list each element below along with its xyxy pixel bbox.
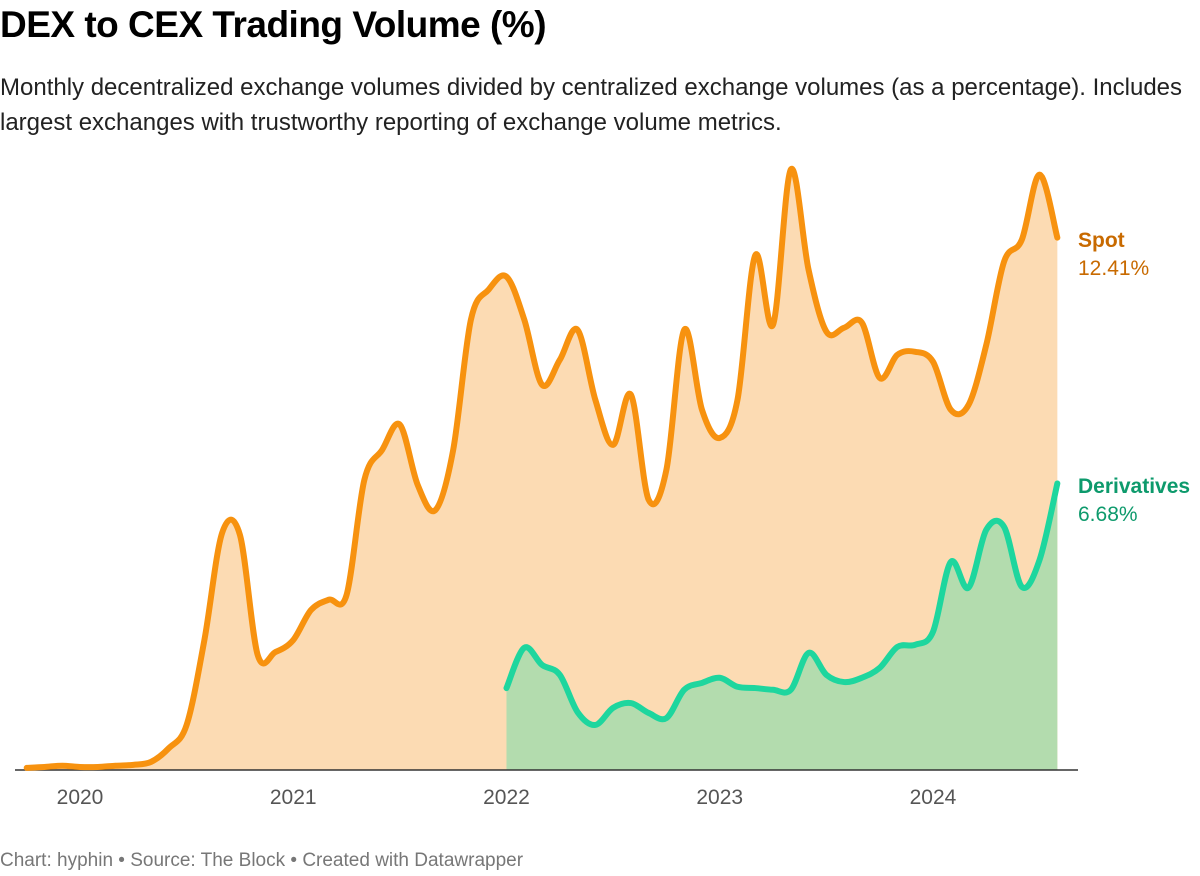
x-tick-label: 2020 bbox=[57, 786, 104, 809]
x-tick-label: 2021 bbox=[270, 786, 317, 809]
line bbox=[23, 165, 1061, 771]
x-tick-label: 2024 bbox=[910, 786, 957, 809]
x-tick-label: 2022 bbox=[483, 786, 530, 809]
legend-label: Derivatives bbox=[1078, 475, 1190, 498]
legend-label: Spot bbox=[1078, 229, 1125, 252]
x-tick-label: 2023 bbox=[696, 786, 743, 809]
value-label: 12.41% bbox=[1078, 257, 1149, 280]
chart-subtitle: Monthly decentralized exchange volumes d… bbox=[0, 74, 1183, 136]
area bbox=[26, 168, 1058, 770]
line bbox=[503, 480, 1061, 728]
value-label: 6.68% bbox=[1078, 503, 1138, 526]
chart-source: Chart: hyphin • Source: The Block • Crea… bbox=[0, 850, 524, 871]
chart-title: DEX to CEX Trading Volume (%) bbox=[0, 4, 547, 45]
area bbox=[506, 483, 1058, 770]
